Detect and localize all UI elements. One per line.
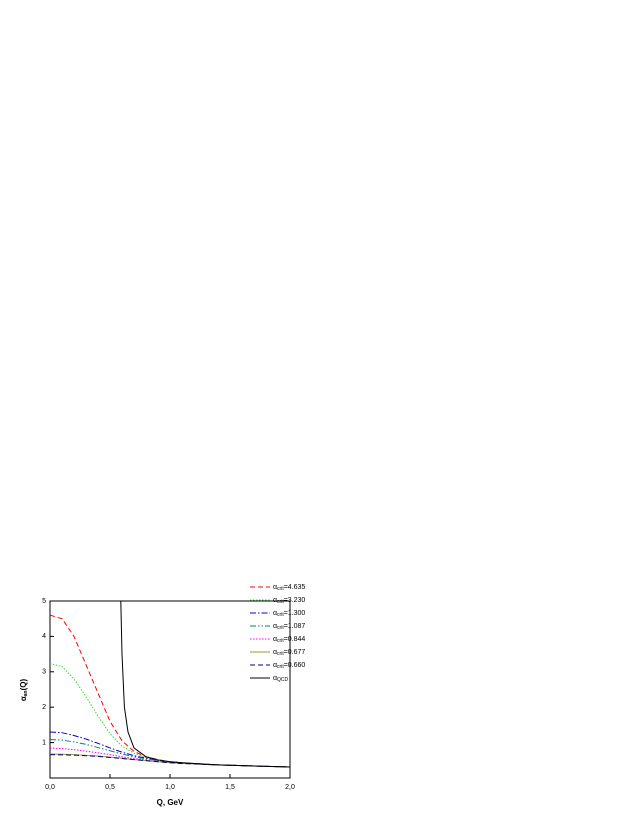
legend-rest: =0.844 [284, 636, 306, 643]
y-label-sub: an [23, 690, 29, 696]
legend-entry: αQCD [273, 675, 289, 683]
legend-sub: crit [277, 599, 284, 605]
legend-symbol: α [273, 597, 277, 604]
legend-rest: =1.087 [284, 623, 306, 630]
y-axis-label: αan(Q) [19, 679, 29, 702]
x-axis-label: Q, GeV [157, 798, 184, 807]
x-tick-label: 0,5 [105, 784, 115, 791]
legend-sub: crit [277, 586, 284, 592]
legend-entry: αcrit=0.677 [273, 649, 305, 657]
series-line [120, 600, 291, 768]
legend-sub: crit [277, 664, 284, 670]
y-tick-label: 1 [42, 739, 46, 746]
series-line [49, 747, 291, 768]
legend-symbol: α [273, 636, 277, 643]
legend-sub: QCD [277, 677, 289, 683]
legend-symbol: α [273, 623, 277, 630]
legend-sub: crit [277, 625, 284, 631]
legend-rest: =0.660 [284, 662, 306, 669]
legend-entry: αcrit=3.230 [273, 597, 305, 605]
legend-symbol: α [273, 649, 277, 656]
y-tick-label: 3 [42, 669, 46, 676]
y-label-symbol: α [19, 696, 28, 701]
legend-sub: crit [277, 638, 284, 644]
y-label-rest: (Q) [19, 679, 28, 691]
legend-rest: =0.677 [284, 649, 306, 656]
series-line [49, 754, 291, 768]
legend-symbol: α [273, 610, 277, 617]
y-tick-label: 5 [42, 598, 46, 605]
series-line [49, 614, 291, 768]
x-tick-label: 1,5 [225, 784, 235, 791]
legend-symbol: α [273, 662, 277, 669]
legend-entry: αcrit=0.660 [273, 662, 305, 670]
y-tick-label: 2 [42, 704, 46, 711]
legend-entry: αcrit=4.635 [273, 584, 305, 592]
x-tick-label: 0,0 [45, 784, 55, 791]
legend-entry: αcrit=1.087 [273, 623, 305, 631]
y-tick-label: 4 [42, 633, 46, 640]
legend-symbol: α [273, 584, 277, 591]
legend-entry: αcrit=0.844 [273, 636, 305, 644]
legend-symbol: α [273, 675, 277, 682]
legend-sub: crit [277, 651, 284, 657]
legend-entry: αcrit=1.300 [273, 610, 305, 618]
legend-rest: =4.635 [284, 584, 306, 591]
legend-rest: =3.230 [284, 597, 306, 604]
legend-sub: crit [277, 612, 284, 618]
legend-rest: =1.300 [284, 610, 306, 617]
x-tick-label: 2,0 [285, 784, 295, 791]
x-tick-label: 1,0 [165, 784, 175, 791]
